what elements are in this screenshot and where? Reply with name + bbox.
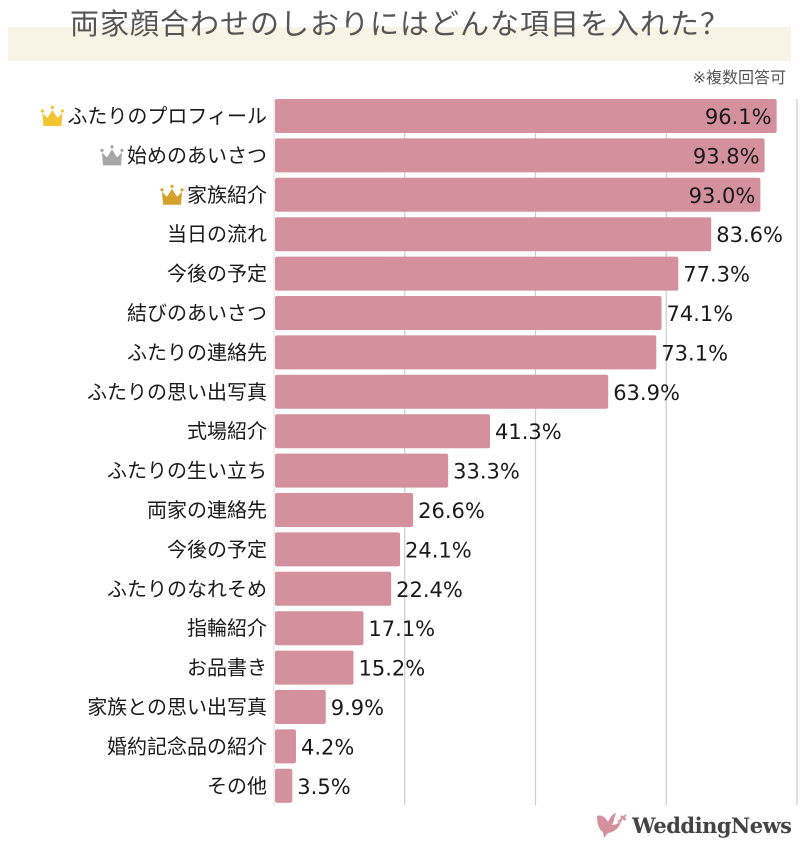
category-label: ふたりの連絡先 <box>127 340 267 364</box>
bar <box>275 414 490 449</box>
category-label: 今後の予定 <box>167 537 267 561</box>
value-label: 93.0% <box>689 184 756 208</box>
category-label: 婚約記念品の紹介 <box>107 734 267 758</box>
value-label: 93.8% <box>693 144 760 168</box>
value-label: 74.1% <box>667 302 734 326</box>
category-label: 当日の流れ <box>167 222 267 246</box>
value-label: 26.6% <box>418 499 485 523</box>
category-label: 家族との思い出写真 <box>87 695 267 719</box>
bar <box>275 571 392 606</box>
value-label: 96.1% <box>705 105 772 129</box>
bar <box>275 217 712 252</box>
category-label: 式場紹介 <box>187 419 267 443</box>
dove-icon <box>597 813 627 838</box>
category-label: ふたりのなれそめ <box>107 577 267 601</box>
value-label: 22.4% <box>396 578 463 602</box>
bar <box>275 532 401 567</box>
category-label: 両家の連絡先 <box>147 498 267 522</box>
category-label: その他 <box>207 774 267 798</box>
value-label: 24.1% <box>405 538 472 562</box>
value-label: 41.3% <box>495 420 562 444</box>
bar <box>275 650 354 685</box>
category-label: ふたりの生い立ち <box>107 459 267 483</box>
value-label: 4.2% <box>301 735 354 759</box>
bar <box>275 374 609 409</box>
value-label: 83.6% <box>716 223 783 247</box>
brand-name: WeddingNews <box>632 812 792 838</box>
multiple-answers-note: ※複数回答可 <box>692 68 786 87</box>
crown-bronze-icon <box>160 184 184 205</box>
bar <box>275 256 679 291</box>
bar <box>275 690 326 724</box>
category-label: お品書き <box>187 656 267 680</box>
bar <box>275 177 761 212</box>
grid-layer <box>273 99 798 806</box>
bar <box>275 729 296 764</box>
label-layer: ふたりのプロフィール 96.1% 始めのあいさつ 93.8% 家族紹介 93.0% 当日の流… <box>40 104 783 799</box>
category-label: 家族紹介 <box>187 183 267 207</box>
bar <box>275 768 293 803</box>
category-label: ふたりの思い出写真 <box>87 380 267 404</box>
category-label: 指輪紹介 <box>187 616 267 640</box>
value-label: 9.9% <box>331 696 384 720</box>
value-label: 33.3% <box>453 460 520 484</box>
bar <box>275 493 414 527</box>
bar <box>275 335 657 370</box>
value-label: 73.1% <box>661 341 728 365</box>
category-label: 結びのあいさつ <box>127 301 267 325</box>
brand-logo: WeddingNews <box>594 808 792 842</box>
bar <box>275 138 765 173</box>
category-label: ふたりのプロフィール <box>67 104 267 128</box>
bar <box>275 611 364 646</box>
bar <box>275 453 449 488</box>
bar <box>275 99 777 133</box>
bar-layer <box>275 99 777 803</box>
crown-gold-icon <box>40 105 64 126</box>
value-label: 77.3% <box>683 263 750 287</box>
value-label: 17.1% <box>368 617 435 641</box>
category-label: 今後の予定 <box>167 262 267 286</box>
crown-silver-icon <box>100 145 124 166</box>
category-label: 始めのあいさつ <box>127 143 267 167</box>
value-label: 15.2% <box>358 657 425 681</box>
value-label: 63.9% <box>613 381 680 405</box>
chart-title: 両家顔合わせのしおりにはどんな項目を入れた？ <box>69 7 730 41</box>
value-label: 3.5% <box>297 775 350 799</box>
bar <box>275 296 662 330</box>
title-band <box>8 27 791 61</box>
